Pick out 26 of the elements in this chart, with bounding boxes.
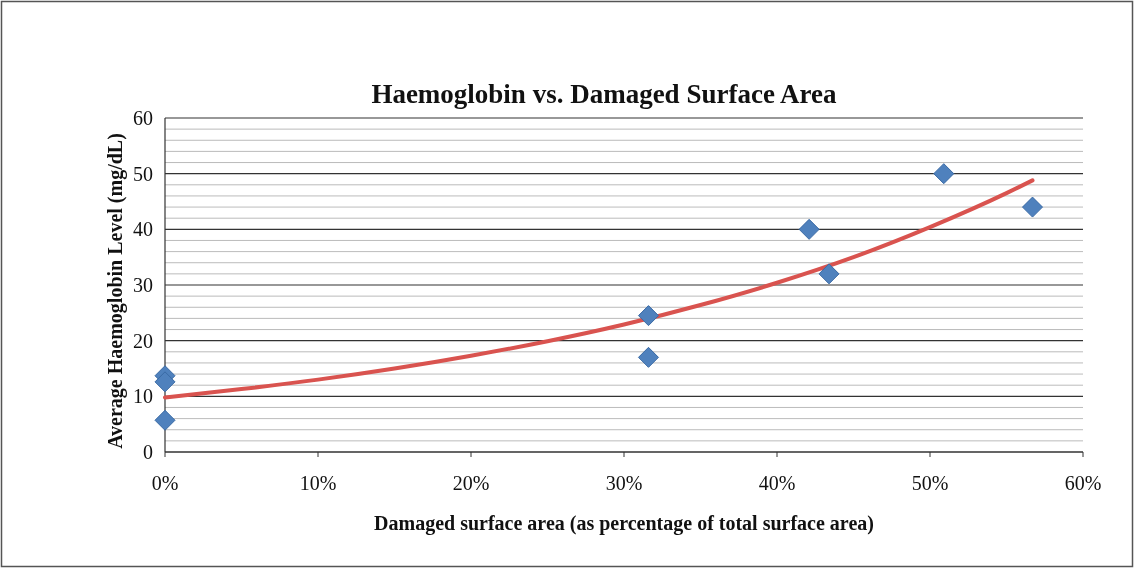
point [154,371,176,393]
point [818,263,840,285]
x-tick-label: 10% [299,472,337,494]
chart-title: Haemoglobin vs. Damaged Surface Area [371,79,838,109]
x-tick-label: 60% [1064,472,1102,494]
x-tick-label: 40% [758,472,796,494]
x-tick-label: 20% [452,472,490,494]
point [1022,196,1044,218]
point [154,409,176,431]
y-tick-label: 50 [133,162,153,185]
y-tick-label: 30 [133,274,153,296]
line-series [163,178,1035,400]
x-tick-label: 0% [151,472,179,494]
point [933,163,955,185]
y-tick-label: 0 [143,441,153,463]
point [637,346,659,368]
y-tick-label: 60 [133,107,153,129]
x-tick-label: 50% [911,472,949,494]
point [637,305,659,327]
y-tick-label: 20 [133,329,153,352]
y-axis-title: Average Haemoglobin Level (mg/dL) [104,133,127,449]
point [798,218,820,240]
y-tick-label: 10 [133,385,153,408]
y-tick-label: 40 [133,218,153,241]
x-tick-label: 30% [605,472,643,494]
x-axis-title: Damaged surface area (as percentage of total surface area) [374,512,874,535]
